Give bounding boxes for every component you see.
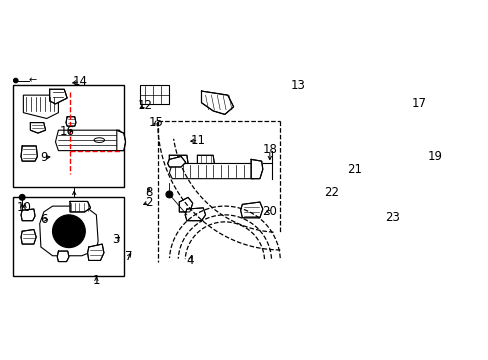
Polygon shape	[169, 155, 188, 163]
Text: 1: 1	[92, 274, 100, 287]
Polygon shape	[55, 130, 122, 150]
Text: 15: 15	[149, 116, 163, 129]
Text: 17: 17	[411, 98, 426, 111]
Text: 21: 21	[347, 163, 362, 176]
Text: 4: 4	[186, 254, 193, 267]
Polygon shape	[21, 209, 35, 221]
Circle shape	[57, 237, 60, 240]
Text: 20: 20	[262, 206, 277, 219]
Text: 7: 7	[124, 251, 132, 264]
Polygon shape	[87, 244, 104, 260]
Text: 8: 8	[145, 186, 152, 199]
Text: 10: 10	[17, 201, 32, 214]
Bar	[13, 85, 124, 188]
Text: 14: 14	[73, 75, 88, 88]
Text: 16: 16	[60, 125, 75, 139]
Polygon shape	[70, 202, 90, 212]
Polygon shape	[21, 229, 36, 244]
Polygon shape	[66, 117, 76, 126]
Circle shape	[13, 78, 18, 83]
Text: 12: 12	[137, 99, 152, 112]
Bar	[140, 85, 169, 104]
Polygon shape	[197, 155, 214, 163]
Circle shape	[71, 217, 74, 221]
Circle shape	[19, 194, 25, 200]
Circle shape	[57, 222, 60, 225]
Polygon shape	[251, 159, 262, 179]
Text: 13: 13	[290, 79, 305, 92]
Text: ←: ←	[28, 76, 36, 86]
Text: 6: 6	[40, 213, 47, 226]
Text: 22: 22	[324, 186, 339, 199]
Polygon shape	[21, 146, 37, 161]
Polygon shape	[40, 206, 98, 256]
Polygon shape	[169, 163, 254, 179]
Circle shape	[165, 191, 173, 198]
Circle shape	[64, 226, 73, 236]
Bar	[13, 197, 124, 276]
Text: 5: 5	[71, 235, 78, 248]
Polygon shape	[201, 91, 233, 114]
Polygon shape	[179, 197, 192, 212]
Circle shape	[58, 221, 79, 242]
Polygon shape	[240, 202, 262, 218]
Circle shape	[71, 241, 74, 245]
Polygon shape	[30, 123, 45, 133]
Circle shape	[80, 229, 83, 233]
Text: 18: 18	[262, 143, 277, 156]
Polygon shape	[57, 251, 69, 262]
Text: 19: 19	[427, 150, 442, 163]
Circle shape	[52, 215, 85, 248]
Text: 2: 2	[145, 195, 152, 208]
Text: 23: 23	[384, 211, 399, 224]
Polygon shape	[167, 157, 185, 167]
Text: 9: 9	[40, 151, 47, 164]
Polygon shape	[23, 95, 58, 118]
Text: 3: 3	[112, 234, 119, 247]
Polygon shape	[50, 89, 67, 104]
Polygon shape	[117, 130, 125, 150]
Polygon shape	[185, 208, 205, 221]
Text: 11: 11	[191, 134, 205, 147]
